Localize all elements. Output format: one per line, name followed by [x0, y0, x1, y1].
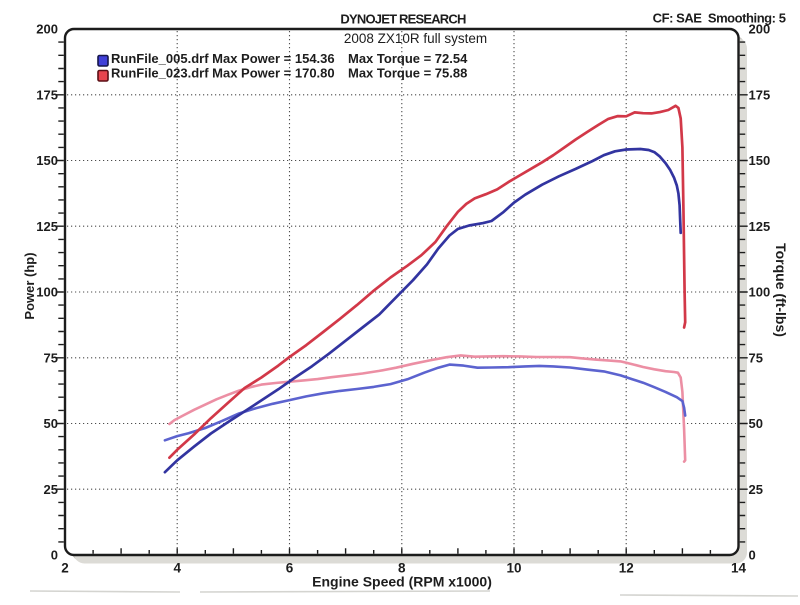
svg-text:14: 14	[731, 560, 747, 575]
svg-text:RunFile_005.drf Max Power = 15: RunFile_005.drf Max Power = 154.36	[111, 51, 335, 66]
svg-text:125: 125	[36, 219, 58, 234]
svg-text:125: 125	[749, 219, 771, 234]
svg-text:4: 4	[173, 560, 181, 575]
svg-text:12: 12	[619, 560, 634, 575]
svg-text:150: 150	[749, 153, 771, 168]
svg-text:200: 200	[36, 22, 58, 37]
svg-text:75: 75	[44, 350, 58, 365]
svg-text:25: 25	[44, 482, 58, 497]
svg-text:Torque (ft-lbs): Torque (ft-lbs)	[773, 243, 789, 337]
svg-text:CF: SAE Smoothing: 5: CF: SAE Smoothing: 5	[653, 11, 786, 26]
svg-text:Max Torque = 75.88: Max Torque = 75.88	[348, 65, 467, 80]
svg-text:25: 25	[749, 482, 763, 497]
svg-text:175: 175	[36, 87, 58, 102]
svg-text:Max Torque = 72.54: Max Torque = 72.54	[348, 51, 468, 66]
svg-text:2008 ZX10R full system: 2008 ZX10R full system	[344, 31, 487, 46]
svg-text:10: 10	[506, 560, 521, 575]
svg-text:200: 200	[749, 22, 771, 37]
svg-text:2: 2	[61, 560, 69, 575]
svg-text:100: 100	[36, 285, 58, 300]
svg-text:6: 6	[286, 560, 294, 575]
svg-text:RunFile_023.drf Max Power = 17: RunFile_023.drf Max Power = 170.80	[111, 65, 335, 80]
svg-text:100: 100	[749, 285, 771, 300]
svg-text:50: 50	[749, 416, 763, 431]
svg-text:DYNOJET RESEARCH: DYNOJET RESEARCH	[340, 12, 466, 27]
svg-text:150: 150	[36, 153, 58, 168]
svg-text:Engine Speed (RPM x1000): Engine Speed (RPM x1000)	[312, 574, 492, 590]
svg-text:175: 175	[749, 87, 771, 102]
svg-text:0: 0	[749, 548, 756, 563]
svg-text:75: 75	[749, 350, 763, 365]
svg-text:0: 0	[51, 548, 58, 563]
svg-text:Power (hp): Power (hp)	[22, 252, 37, 319]
svg-text:50: 50	[44, 416, 58, 431]
svg-text:8: 8	[398, 560, 406, 575]
